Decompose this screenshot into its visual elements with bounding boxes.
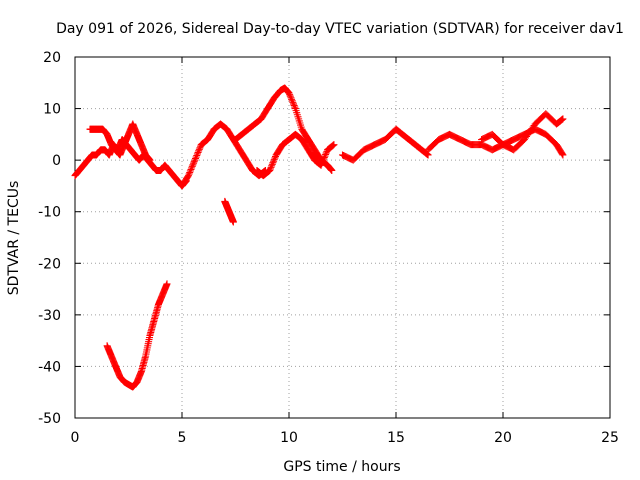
data-point [193,152,201,160]
data-point [322,149,330,157]
series-loop-arc [253,130,338,180]
x-tick-label: 0 [71,430,80,446]
data-point [271,154,279,162]
data-point [191,155,199,163]
data-point [190,158,198,166]
x-tick-labels: 0 5 10 15 20 25 [71,430,619,446]
data-point [291,103,299,111]
data-point [188,162,196,170]
data-point [268,160,276,168]
data-point [559,115,567,123]
plot-frame [74,56,611,419]
data-point [266,166,274,174]
data-point [285,89,293,97]
y-tick-labels: 20 10 0 -10 -20 -30 -40 -50 [38,50,61,427]
data-point [270,156,278,164]
data-point [321,152,329,160]
chart-title: Day 091 of 2026, Sidereal Day-to-day VTE… [56,21,624,37]
data-point [196,144,204,152]
series-arc-b [86,120,154,164]
series-dense-arc-2 [478,110,567,154]
data-point [268,162,276,170]
data-point [328,166,336,174]
data-point [192,153,200,161]
data-point [267,163,275,171]
data-point [320,154,328,162]
data-point [163,280,171,288]
data-point [190,159,198,167]
data-point [289,98,297,106]
x-tick-label: 5 [178,430,187,446]
y-tick-label: -20 [38,256,61,272]
y-tick-label: 20 [43,50,61,66]
series-dip-arc [103,280,171,391]
series-late-arc [339,125,432,164]
data-point [229,218,237,226]
gridlines [75,57,610,418]
series-dense-arc [424,125,567,159]
y-tick-label: 10 [43,102,61,118]
y-tick-label: 0 [52,153,61,169]
x-tick-label: 20 [494,430,512,446]
data-point [320,155,328,163]
y-axis-label: SDTVAR / TECUs [6,181,22,296]
y-tick-label: -40 [38,359,61,375]
series-low-arc [221,197,237,226]
data-point [322,150,330,158]
data-point [195,147,203,155]
data-point [191,156,199,164]
data-point [195,145,203,153]
data-point [266,165,274,173]
y-tick-label: -50 [38,411,61,427]
data-point [289,100,297,108]
data-point [194,148,202,156]
data-point [186,167,194,175]
data-point [193,150,201,158]
y-tick-label: -10 [38,205,61,221]
x-tick-label: 10 [280,430,298,446]
data-point [318,158,326,166]
data-point [186,169,194,177]
series-peak-arc [232,84,336,174]
data-point [288,97,296,105]
data-point [288,95,296,103]
series-mid-arc [178,120,269,190]
data-point [269,159,277,167]
data-point [317,161,325,169]
data-point [330,141,338,149]
data-point [319,157,327,165]
data-point [287,94,295,102]
data-point [270,157,278,165]
data-point [184,172,192,180]
data-point [185,170,193,178]
data-point [187,165,195,173]
data-point [188,164,196,172]
data-point [146,156,154,164]
data-point [286,91,294,99]
data-point [559,151,567,159]
data-point [318,160,326,168]
y-tick-label: -30 [38,308,61,324]
data-point [290,101,298,109]
x-axis-label: GPS time / hours [283,459,400,475]
data-marks [71,84,567,391]
data-point [286,92,294,100]
x-tick-label: 15 [387,430,405,446]
data-point [558,150,566,158]
data-point [189,161,197,169]
x-tick-label: 25 [601,430,619,446]
